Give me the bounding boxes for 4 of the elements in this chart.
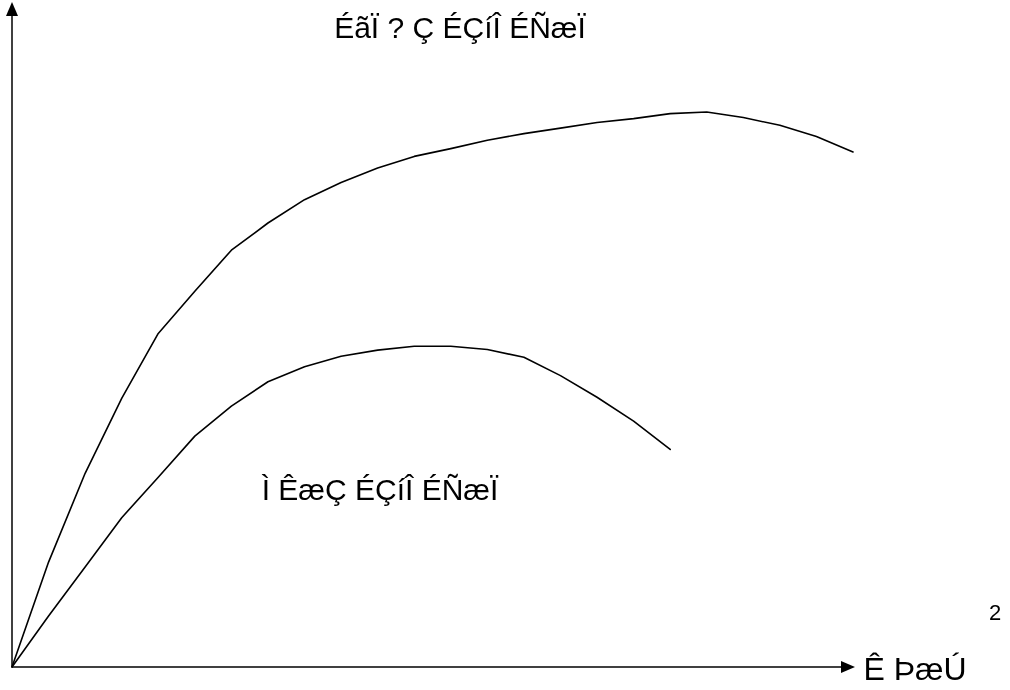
text: ÉãÏ ? Ç ÉÇíÎ ÉÑæÏ: [334, 11, 587, 44]
text: Ì ÊæÇ ÉÇíÎ ÉÑæÏ: [261, 473, 500, 506]
x-axis-title: Ê ÞæÚ: [863, 651, 967, 687]
text: 2: [988, 600, 1002, 625]
